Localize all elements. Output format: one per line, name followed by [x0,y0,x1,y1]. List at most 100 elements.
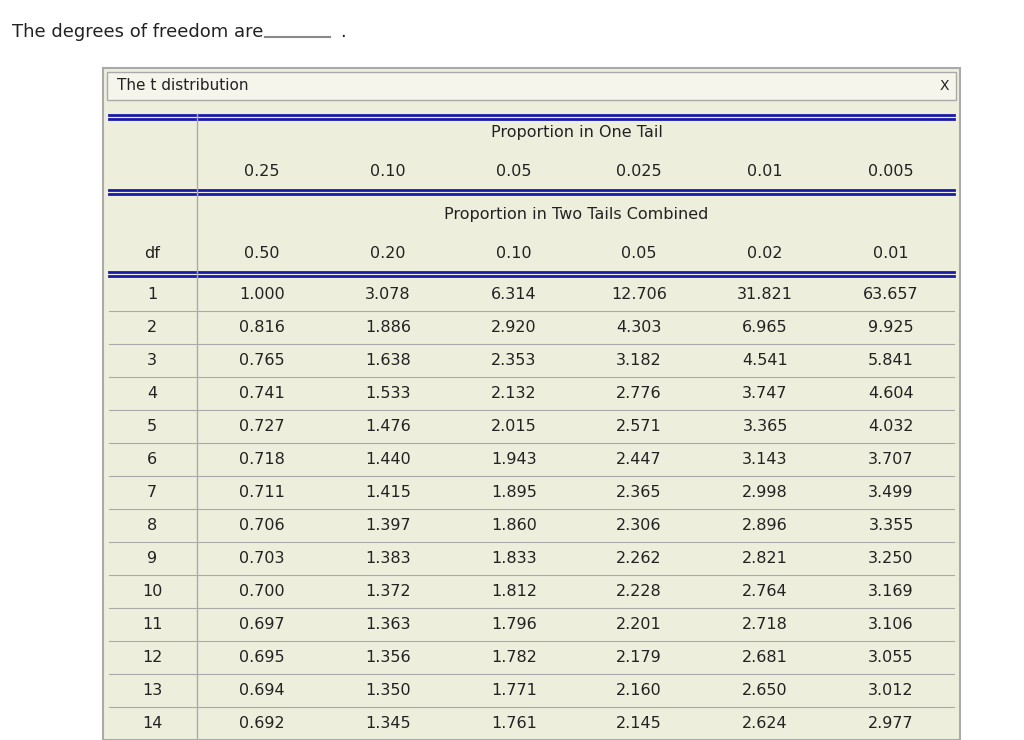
Text: 2.365: 2.365 [616,485,662,500]
Text: 2.201: 2.201 [616,617,662,632]
Text: 2.145: 2.145 [616,716,662,731]
Text: 0.741: 0.741 [240,386,285,401]
Text: 2.262: 2.262 [616,551,662,566]
Text: df: df [144,246,160,260]
Text: 3.012: 3.012 [868,683,913,698]
Text: 0.01: 0.01 [873,246,909,260]
Text: 3.355: 3.355 [868,518,913,533]
Text: 31.821: 31.821 [737,287,793,302]
Text: 3.106: 3.106 [868,617,913,632]
Text: 0.695: 0.695 [240,650,285,665]
Text: 1: 1 [146,287,157,302]
Text: Proportion in One Tail: Proportion in One Tail [490,126,663,141]
Text: 1.860: 1.860 [492,518,537,533]
Text: 2.179: 2.179 [616,650,662,665]
Text: 2.920: 2.920 [492,320,537,335]
Text: 9: 9 [146,551,157,566]
Text: 0.01: 0.01 [748,164,782,178]
Text: 63.657: 63.657 [863,287,919,302]
Text: 0.005: 0.005 [868,164,913,178]
Text: 7: 7 [146,485,157,500]
Text: 4: 4 [146,386,157,401]
Text: 1.833: 1.833 [492,551,537,566]
Text: 0.718: 0.718 [239,452,285,467]
Text: 0.727: 0.727 [240,419,285,434]
Text: 4.303: 4.303 [616,320,662,335]
Text: 0.25: 0.25 [245,164,280,178]
Text: 3.747: 3.747 [742,386,787,401]
Text: 3.055: 3.055 [868,650,913,665]
Text: 13: 13 [142,683,162,698]
Text: 2.132: 2.132 [492,386,537,401]
Text: 2.896: 2.896 [742,518,787,533]
Text: 1.782: 1.782 [492,650,537,665]
Text: 0.816: 0.816 [239,320,285,335]
Text: 1.000: 1.000 [240,287,285,302]
Text: 0.765: 0.765 [240,353,285,368]
Text: 1.812: 1.812 [490,584,537,599]
Text: .: . [340,23,346,41]
Text: 0.694: 0.694 [240,683,285,698]
Text: 1.363: 1.363 [366,617,411,632]
Text: 4.541: 4.541 [742,353,787,368]
Text: 3.250: 3.250 [868,551,913,566]
Text: 1.345: 1.345 [366,716,411,731]
Point [259,33,271,41]
Text: 2.015: 2.015 [492,419,537,434]
Text: 1.440: 1.440 [366,452,411,467]
Text: 14: 14 [141,716,162,731]
Text: 1.476: 1.476 [366,419,411,434]
Text: 12: 12 [141,650,162,665]
Text: 2.447: 2.447 [616,452,662,467]
Text: 1.383: 1.383 [366,551,411,566]
Text: 3.365: 3.365 [742,419,787,434]
Text: The t distribution: The t distribution [117,78,249,93]
Text: 11: 11 [141,617,162,632]
Text: 2.764: 2.764 [742,584,787,599]
Text: 2.306: 2.306 [616,518,662,533]
Text: 2.228: 2.228 [616,584,662,599]
Text: 1.886: 1.886 [365,320,411,335]
Text: 0.706: 0.706 [240,518,285,533]
Text: 6.314: 6.314 [492,287,537,302]
Text: 1.397: 1.397 [366,518,411,533]
Text: 1.796: 1.796 [492,617,537,632]
Text: 0.700: 0.700 [240,584,285,599]
Text: 3: 3 [147,353,157,368]
Text: 3.143: 3.143 [742,452,787,467]
Text: 0.692: 0.692 [240,716,285,731]
Text: 2: 2 [146,320,157,335]
Text: 2.160: 2.160 [616,683,662,698]
Text: 1.356: 1.356 [366,650,411,665]
Text: The degrees of freedom are: The degrees of freedom are [12,23,263,41]
Text: 2.650: 2.650 [742,683,787,698]
Text: 1.372: 1.372 [366,584,411,599]
Text: 3.182: 3.182 [616,353,662,368]
Text: 0.025: 0.025 [616,164,662,178]
FancyBboxPatch shape [106,72,956,100]
Text: 2.353: 2.353 [492,353,537,368]
Text: 0.10: 0.10 [371,164,406,178]
Text: 0.05: 0.05 [622,246,656,260]
Text: 4.032: 4.032 [868,419,913,434]
Text: 1.943: 1.943 [492,452,537,467]
Text: 0.02: 0.02 [748,246,782,260]
Text: 0.703: 0.703 [240,551,285,566]
Text: 8: 8 [146,518,157,533]
Text: 5.841: 5.841 [868,353,914,368]
Text: 2.571: 2.571 [616,419,662,434]
Text: 2.998: 2.998 [742,485,787,500]
Point [324,33,336,41]
Text: 0.711: 0.711 [239,485,285,500]
Text: 1.761: 1.761 [492,716,537,731]
Text: 1.533: 1.533 [366,386,411,401]
Text: 3.499: 3.499 [868,485,913,500]
Text: 5: 5 [146,419,157,434]
Text: 6.965: 6.965 [742,320,787,335]
Text: 0.05: 0.05 [497,164,531,178]
FancyBboxPatch shape [103,68,961,740]
Text: 1.638: 1.638 [366,353,411,368]
Text: X: X [939,79,949,93]
Text: 2.977: 2.977 [868,716,913,731]
Text: 2.681: 2.681 [742,650,787,665]
